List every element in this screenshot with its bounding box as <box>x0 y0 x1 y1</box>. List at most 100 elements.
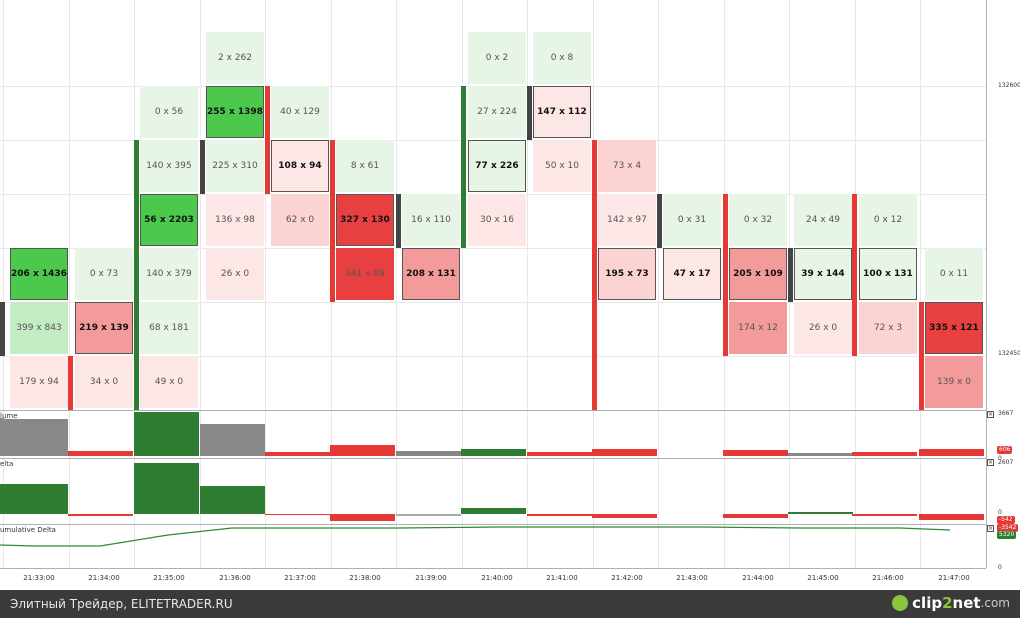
footprint-cell: 62 x 0 <box>271 194 329 246</box>
footprint-cell: 174 x 12 <box>729 302 787 354</box>
time-label: 21:43:00 <box>676 574 708 582</box>
time-label: 21:33:00 <box>23 574 55 582</box>
footprint-cell: 0 x 31 <box>663 194 721 246</box>
grid-line-vertical <box>265 0 266 568</box>
candle-delta-bar <box>134 140 139 410</box>
logo-text-4: .com <box>980 596 1010 610</box>
delta-bar <box>68 514 133 516</box>
footprint-cell: 0 x 11 <box>925 248 983 300</box>
logo-text-3: net <box>952 594 981 612</box>
delta-bar <box>852 514 917 516</box>
delta-close-icon[interactable]: × <box>987 459 994 466</box>
time-label: 21:45:00 <box>807 574 839 582</box>
logo-text-1: clip <box>912 594 943 612</box>
price-axis <box>986 0 987 410</box>
grid-line-horizontal <box>0 302 986 303</box>
cumulative-close-icon[interactable]: × <box>987 525 994 532</box>
time-label: 21:40:00 <box>481 574 513 582</box>
grid-line-vertical <box>3 0 4 568</box>
delta-bar <box>788 512 853 514</box>
delta-bar <box>0 484 4 514</box>
grid-line-vertical <box>199 0 201 568</box>
volume-bar <box>723 450 788 456</box>
delta-scale-top: 2607 <box>998 459 1014 466</box>
volume-bar <box>592 449 657 456</box>
delta-bar <box>396 514 461 516</box>
candle-delta-bar <box>592 140 597 410</box>
footprint-cell: 136 x 98 <box>206 194 264 246</box>
grid-line-horizontal <box>0 356 986 357</box>
cumulative-scale-zero: 0 <box>998 564 1002 571</box>
volume-bar <box>461 449 526 456</box>
clip2net-logo: clip 2 net .com <box>892 594 1010 612</box>
volume-close-icon[interactable]: × <box>987 411 994 418</box>
volume-bar <box>0 418 4 456</box>
footprint-cell: 335 x 121 <box>925 302 983 354</box>
footprint-cell: 47 x 17 <box>663 248 721 300</box>
footprint-cell: 108 x 94 <box>271 140 329 192</box>
candle-delta-bar <box>396 194 401 248</box>
time-label: 21:38:00 <box>349 574 381 582</box>
volume-panel-border <box>0 410 986 411</box>
grid-line-vertical <box>461 0 463 568</box>
volume-bar <box>200 424 265 456</box>
time-label: 21:36:00 <box>219 574 251 582</box>
footprint-cell: 2 x 262 <box>206 32 264 84</box>
footprint-cell: 27 x 224 <box>468 86 526 138</box>
footprint-cell: 56 x 2203 <box>140 194 198 246</box>
candle-delta-bar <box>265 86 270 194</box>
delta-value-badge: -542 <box>997 516 1015 524</box>
volume-bar <box>527 452 592 456</box>
price-label-low: 132450 <box>998 350 1020 357</box>
delta-bar <box>265 514 330 515</box>
volume-value-badge: 606 <box>997 446 1013 454</box>
footprint-cell: 225 x 310 <box>206 140 264 192</box>
volume-bar <box>919 449 984 456</box>
footprint-cell: 72 x 3 <box>859 302 917 354</box>
footprint-cell: 24 x 49 <box>794 194 852 246</box>
footprint-cell: 0 x 2 <box>468 32 526 84</box>
volume-bar <box>330 445 395 456</box>
footprint-cell: 49 x 0 <box>140 356 198 408</box>
footprint-cell: 0 x 8 <box>533 32 591 84</box>
time-label: 21:34:00 <box>88 574 120 582</box>
cumulative-delta-line <box>0 526 951 547</box>
candle-delta-bar <box>788 248 793 302</box>
delta-bar <box>919 514 984 520</box>
footer-bar: Элитный Трейдер, ELITETRADER.RU clip 2 net… <box>0 590 1020 618</box>
footprint-cell: 73 x 4 <box>598 140 656 192</box>
footprint-cell: 219 x 139 <box>75 302 133 354</box>
volume-scale-zero: 0 <box>998 455 1002 462</box>
volume-axis <box>986 410 987 458</box>
delta-panel-border <box>0 458 986 459</box>
cumulative-axis <box>986 524 987 568</box>
volume-bar <box>265 452 330 456</box>
footprint-cell: 147 x 112 <box>533 86 591 138</box>
footprint-cell: 139 x 0 <box>925 356 983 408</box>
delta-bar <box>200 486 265 514</box>
candle-delta-bar <box>919 302 924 410</box>
time-label: 21:37:00 <box>284 574 316 582</box>
footprint-cell: 341 x 89 <box>336 248 394 300</box>
grid-line-vertical <box>920 0 921 568</box>
grid-line-vertical <box>396 0 397 568</box>
delta-bar <box>330 514 395 521</box>
delta-bar <box>461 508 526 514</box>
time-axis-border <box>0 568 986 569</box>
footprint-cell: 77 x 226 <box>468 140 526 192</box>
candle-delta-bar <box>723 194 728 356</box>
grid-line-vertical <box>68 0 70 568</box>
candle-delta-bar <box>657 194 662 248</box>
candle-delta-bar <box>0 302 5 356</box>
delta-axis <box>986 458 987 524</box>
delta-panel-label: elta <box>0 460 14 468</box>
footprint-cell: 140 x 379 <box>140 248 198 300</box>
footprint-cell: 140 x 395 <box>140 140 198 192</box>
footprint-cell: 195 x 73 <box>598 248 656 300</box>
footprint-cell: 206 x 1436 <box>10 248 68 300</box>
grid-line-horizontal <box>0 248 986 249</box>
footprint-cell: 30 x 16 <box>468 194 526 246</box>
candle-delta-bar <box>68 356 73 410</box>
footer-caption: Элитный Трейдер, ELITETRADER.RU <box>10 597 233 611</box>
